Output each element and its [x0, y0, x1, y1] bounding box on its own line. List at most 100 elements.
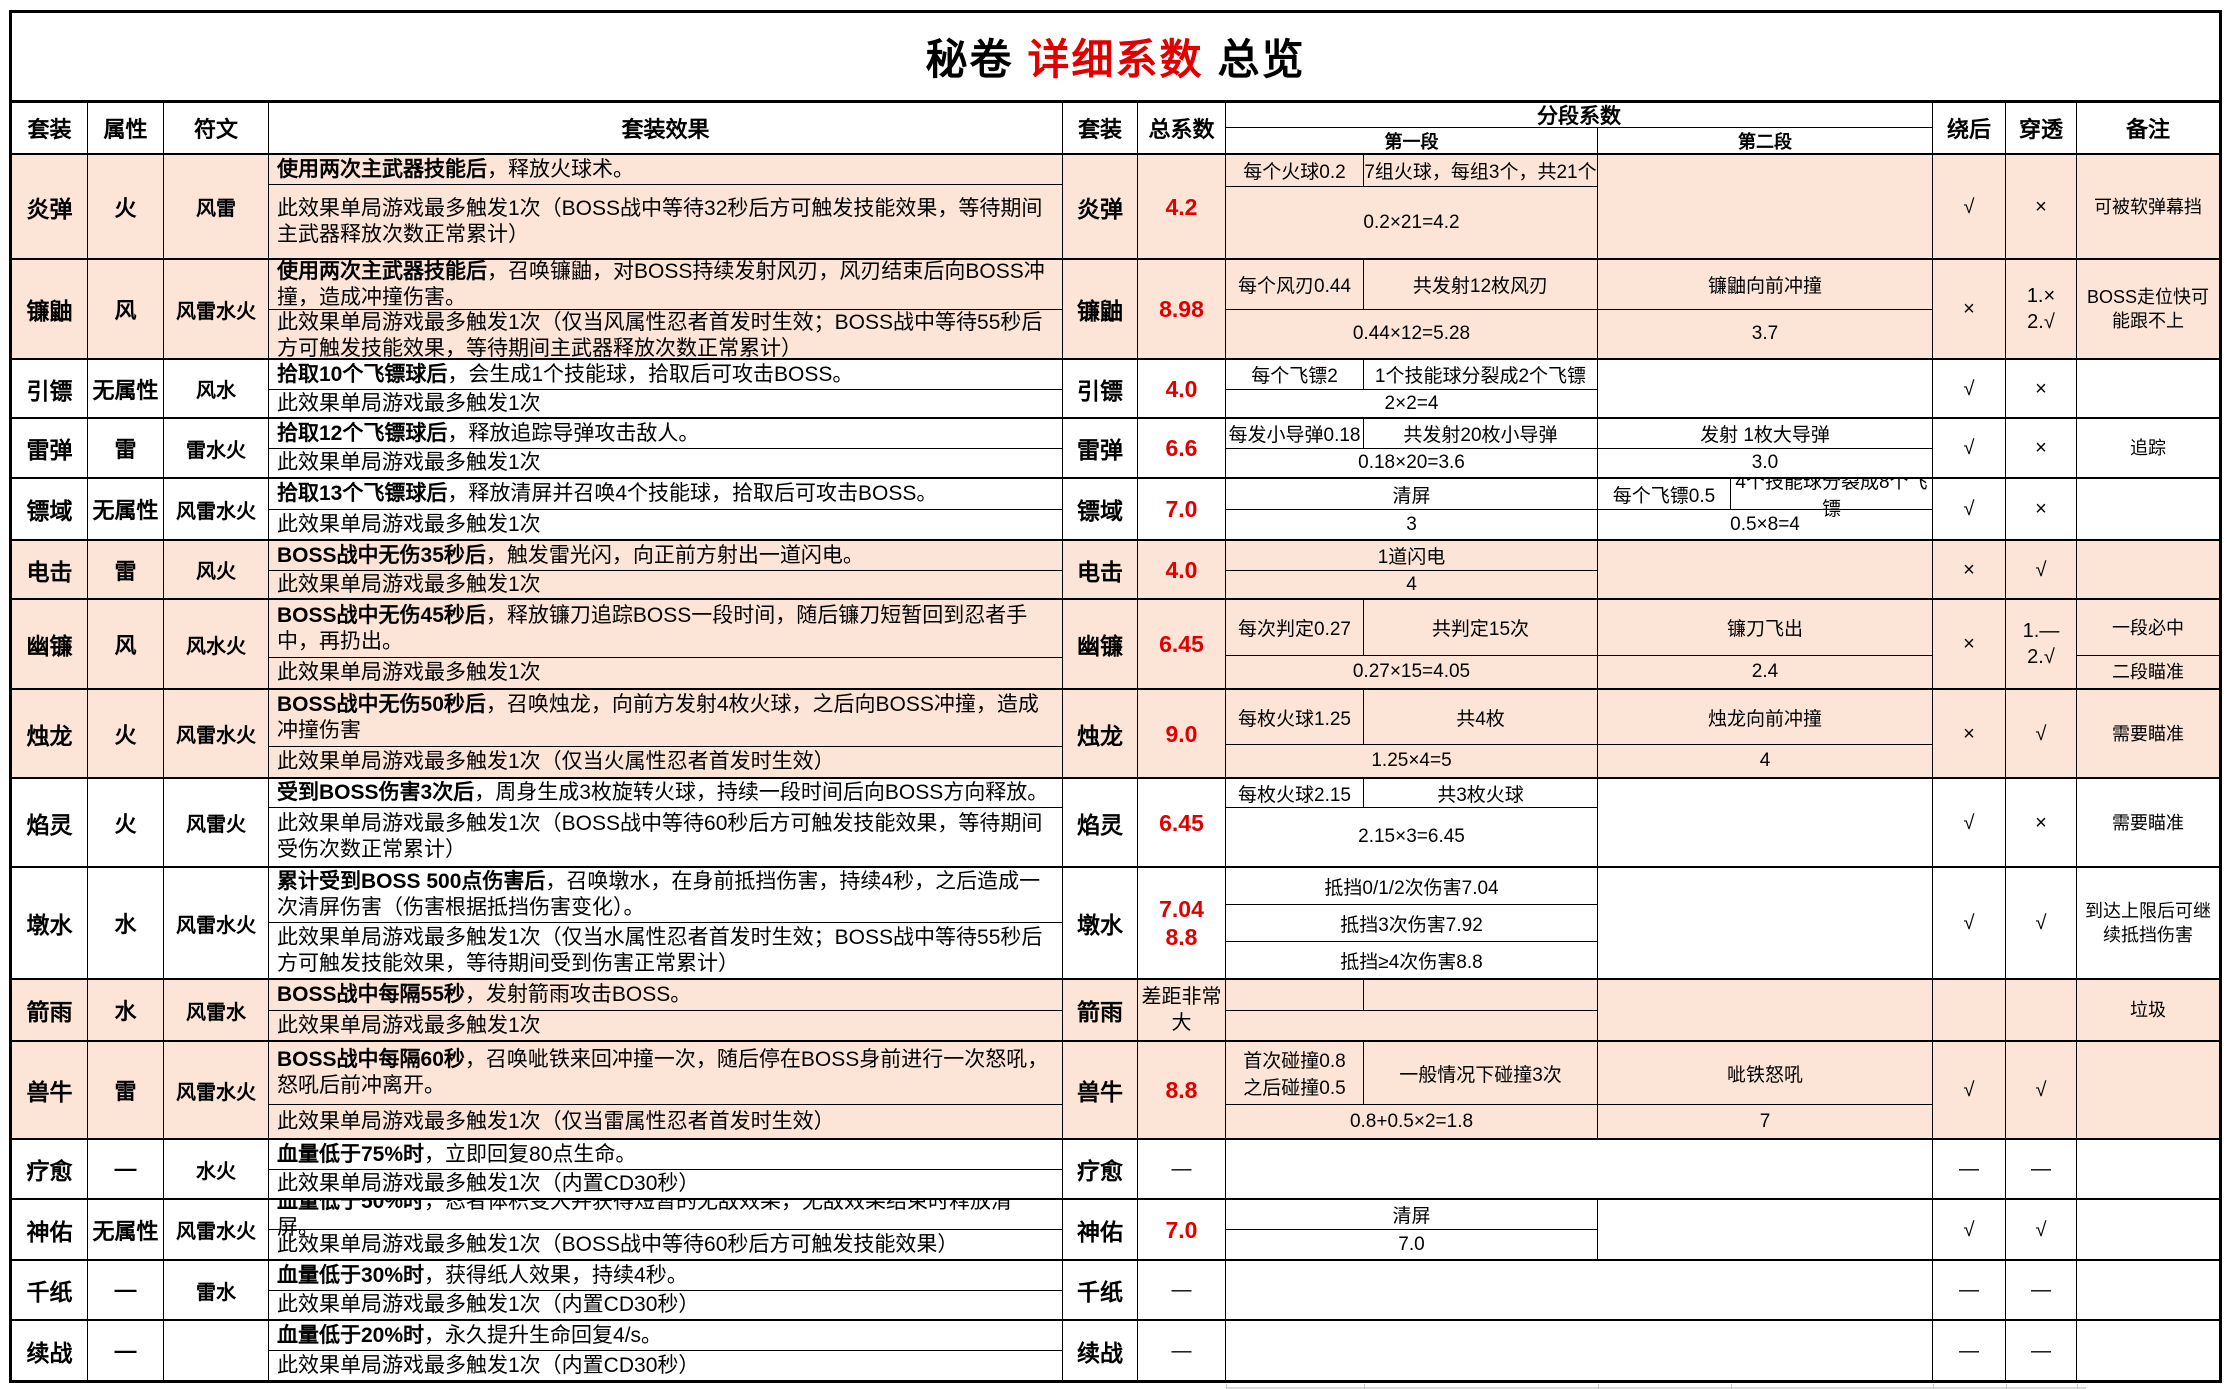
header-attribute: 属性 — [88, 103, 164, 153]
table-row: 神佑 无属性 风雷水火 血量低于50%时，忍者体积变大并获得短暂的无敌效果，无敌… — [12, 1200, 2219, 1261]
total-coeff-cell: 4.2 — [1138, 155, 1226, 258]
seg2-count: 4个技能球分裂成8个飞镖 — [1735, 479, 1928, 520]
effect-trigger: 拾取13个飞镖球后 — [277, 482, 448, 505]
effect-limit: 此效果单局游戏最多触发1次 — [277, 451, 541, 474]
title-part-black: 总览 — [1217, 36, 1306, 83]
pierce-cell: × — [2006, 360, 2077, 417]
seg2-desc: 烛龙向前冲撞 — [1598, 690, 1932, 745]
seg1-formula: 0.8+0.5×2=1.8 — [1349, 1110, 1474, 1132]
seg2-empty — [1598, 360, 1932, 417]
set-cell-right: 焰灵 — [1063, 779, 1138, 866]
header-pierce: 穿透 — [2006, 103, 2077, 153]
effect-cell: 血量低于75%时，立即回复80点生命。 此效果单局游戏最多触发1次（内置CD30… — [269, 1140, 1063, 1198]
pierce-cell: √ — [2006, 1042, 2077, 1138]
header-segment-coeff: 分段系数 第一段 第二段 — [1226, 103, 1933, 153]
attribute-cell: 火 — [88, 779, 164, 866]
pierce-cell: √ — [2006, 1200, 2077, 1259]
effect-limit: 此效果单局游戏最多触发1次（BOSS战中等待60秒后方可触发技能效果） — [277, 1232, 959, 1256]
effect-trigger: 血量低于20%时 — [277, 1323, 425, 1347]
effect-trigger: 血量低于75%时 — [277, 1142, 425, 1166]
set-cell-right: 电击 — [1063, 541, 1138, 598]
effect-limit: 此效果单局游戏最多触发1次（仅当火属性忍者首发时生效） — [277, 750, 835, 773]
effect-description: ，释放追踪导弹攻击敌人。 — [447, 421, 700, 445]
seg1-formula: 3 — [1406, 513, 1417, 535]
effect-trigger: 累计受到BOSS 500点伤害后 — [277, 870, 546, 893]
table-row: 千纸 — 雷水 血量低于30%时，获得纸人效果，持续4秒。 此效果单局游戏最多触… — [12, 1261, 2219, 1321]
seg2-formula: 3.7 — [1751, 323, 1779, 344]
effect-cell: 使用两次主武器技能后，召唤镰鼬，对BOSS持续发射风刃，风刃结束后向BOSS冲撞… — [269, 260, 1063, 358]
seg2-empty — [1598, 868, 1932, 978]
effect-cell: BOSS战中每隔60秒，召唤呲铁来回冲撞一次，随后停在BOSS身前进行一次怒吼，… — [269, 1042, 1063, 1138]
segment-cell — [1226, 1321, 1933, 1380]
total-coeff-cell: 7.0 — [1138, 1200, 1226, 1259]
effect-cell: 累计受到BOSS 500点伤害后，召唤墩水，在身前抵挡伤害，持续4秒，之后造成一… — [269, 868, 1063, 978]
header-remark: 备注 — [2125, 117, 2170, 142]
pierce-line2: 2.√ — [2027, 311, 2055, 333]
seg1-unit: 每个风刃0.44 — [1226, 260, 1364, 309]
seg-empty — [1226, 1261, 1932, 1319]
remark-cell: 一段必中 二段瞄准 — [2077, 600, 2219, 688]
set-cell-right: 续战 — [1063, 1321, 1138, 1380]
segment-cell — [1226, 980, 1933, 1040]
effect-trigger: BOSS战中无伤50秒后 — [277, 693, 486, 716]
set-cell-right: 雷弹 — [1063, 419, 1138, 477]
effect-limit: 此效果单局游戏最多触发1次（仅当水属性忍者首发时生效；BOSS战中等待55秒后方… — [277, 925, 1043, 975]
set-cell-right: 烛龙 — [1063, 690, 1138, 777]
remark-cell — [2077, 1261, 2219, 1319]
behind-cell: × — [1933, 690, 2006, 777]
header-segment-1: 第一段 — [1226, 127, 1598, 153]
seg1-formula: 0.44×12=5.28 — [1352, 323, 1471, 344]
table-row: 箭雨 水 风雷水 BOSS战中每隔55秒，发射箭雨攻击BOSS。 此效果单局游戏… — [12, 980, 2219, 1042]
effect-description: ，释放镰刀追踪BOSS一段时间，随后镰刀短暂回到忍者手中，再扔出。 — [277, 603, 1028, 653]
behind-cell: √ — [1933, 419, 2006, 477]
header-row: 套装 属性 符文 套装效果 套装 总系数 分段系数 第一段 第二段 绕后 穿透 … — [12, 103, 2219, 155]
set-cell: 千纸 — [12, 1261, 88, 1319]
segment-cell: 每枚火球1.25 共4枚 1.25×4=5 烛龙向前冲撞 4 — [1226, 690, 1933, 777]
header-set: 套装 — [12, 103, 88, 153]
seg1-formula: 2×2=4 — [1384, 392, 1439, 414]
table-row: 幽镰 风 风水火 BOSS战中无伤45秒后，释放镰刀追踪BOSS一段时间，随后镰… — [12, 600, 2219, 690]
segment-cell: 每个飞镖2 1个技能球分裂成2个飞镖 2×2=4 — [1226, 360, 1933, 417]
remark-cell — [2077, 360, 2219, 417]
effect-limit: 此效果单局游戏最多触发1次（仅当雷属性忍者首发时生效） — [277, 1109, 835, 1133]
attribute-cell: 水 — [88, 980, 164, 1040]
page-title: 秘卷 详细系数 总览 — [12, 13, 2219, 103]
total-line2: 8.8 — [1165, 924, 1198, 950]
attribute-cell: 火 — [88, 155, 164, 258]
rune-cell: 风雷水火 — [164, 260, 269, 358]
effect-limit: 此效果单局游戏最多触发1次 — [277, 661, 541, 684]
seg2-formula: 4 — [1759, 750, 1771, 771]
pierce-cell: √ — [2006, 541, 2077, 598]
rune-cell: 风雷水火 — [164, 868, 269, 978]
pierce-cell — [2006, 980, 2077, 1040]
effect-limit: 此效果单局游戏最多触发1次 — [277, 391, 541, 415]
rune-cell: 雷水火 — [164, 419, 269, 477]
segment-cell: 每个火球0.2 7组火球，每组3个，共21个 0.2×21=4.2 — [1226, 155, 1933, 258]
effect-trigger: 拾取12个飞镖球后 — [277, 421, 448, 445]
effect-trigger: BOSS战中无伤35秒后 — [277, 543, 486, 567]
seg-empty — [1226, 1140, 1932, 1198]
pierce-cell: × — [2006, 419, 2077, 477]
seg2-formula: 3.0 — [1751, 452, 1779, 473]
seg1-unit: 每个飞镖2 — [1226, 360, 1364, 389]
effect-description: ，永久提升生命回复4/s。 — [424, 1323, 663, 1347]
effect-cell: 血量低于30%时，获得纸人效果，持续4秒。 此效果单局游戏最多触发1次（内置CD… — [269, 1261, 1063, 1319]
effect-cell: 受到BOSS伤害3次后，周身生成3枚旋转火球，持续一段时间后向BOSS方向释放。… — [269, 779, 1063, 866]
seg1-unit: 每次判定0.27 — [1226, 600, 1364, 655]
header-set2: 套装 — [1063, 103, 1138, 153]
header-total-coeff: 总系数 — [1138, 103, 1226, 153]
seg1-desc: 清屏 — [1226, 1200, 1597, 1230]
behind-cell: × — [1933, 541, 2006, 598]
seg1-count — [1364, 980, 1597, 1010]
seg2-formula: 0.5×8=4 — [1730, 513, 1800, 535]
table-row: 墩水 水 风雷水火 累计受到BOSS 500点伤害后，召唤墩水，在身前抵挡伤害，… — [12, 868, 2219, 980]
attribute-cell: — — [88, 1261, 164, 1319]
effect-description: ，召唤墩水，在身前抵挡伤害，持续4秒，之后造成一次清屏伤害（伤害根据抵挡伤害变化… — [277, 870, 1041, 919]
rune-cell: 风水火 — [164, 600, 269, 688]
header-segment-2: 第二段 — [1738, 131, 1792, 152]
attribute-cell: 火 — [88, 690, 164, 777]
effect-description: ，召唤呲铁来回冲撞一次，随后停在BOSS身前进行一次怒吼，怒吼后前冲离开。 — [277, 1048, 1049, 1097]
rune-cell — [164, 1321, 269, 1380]
set-cell: 雷弹 — [12, 419, 88, 477]
header-rune: 符文 — [164, 103, 269, 153]
